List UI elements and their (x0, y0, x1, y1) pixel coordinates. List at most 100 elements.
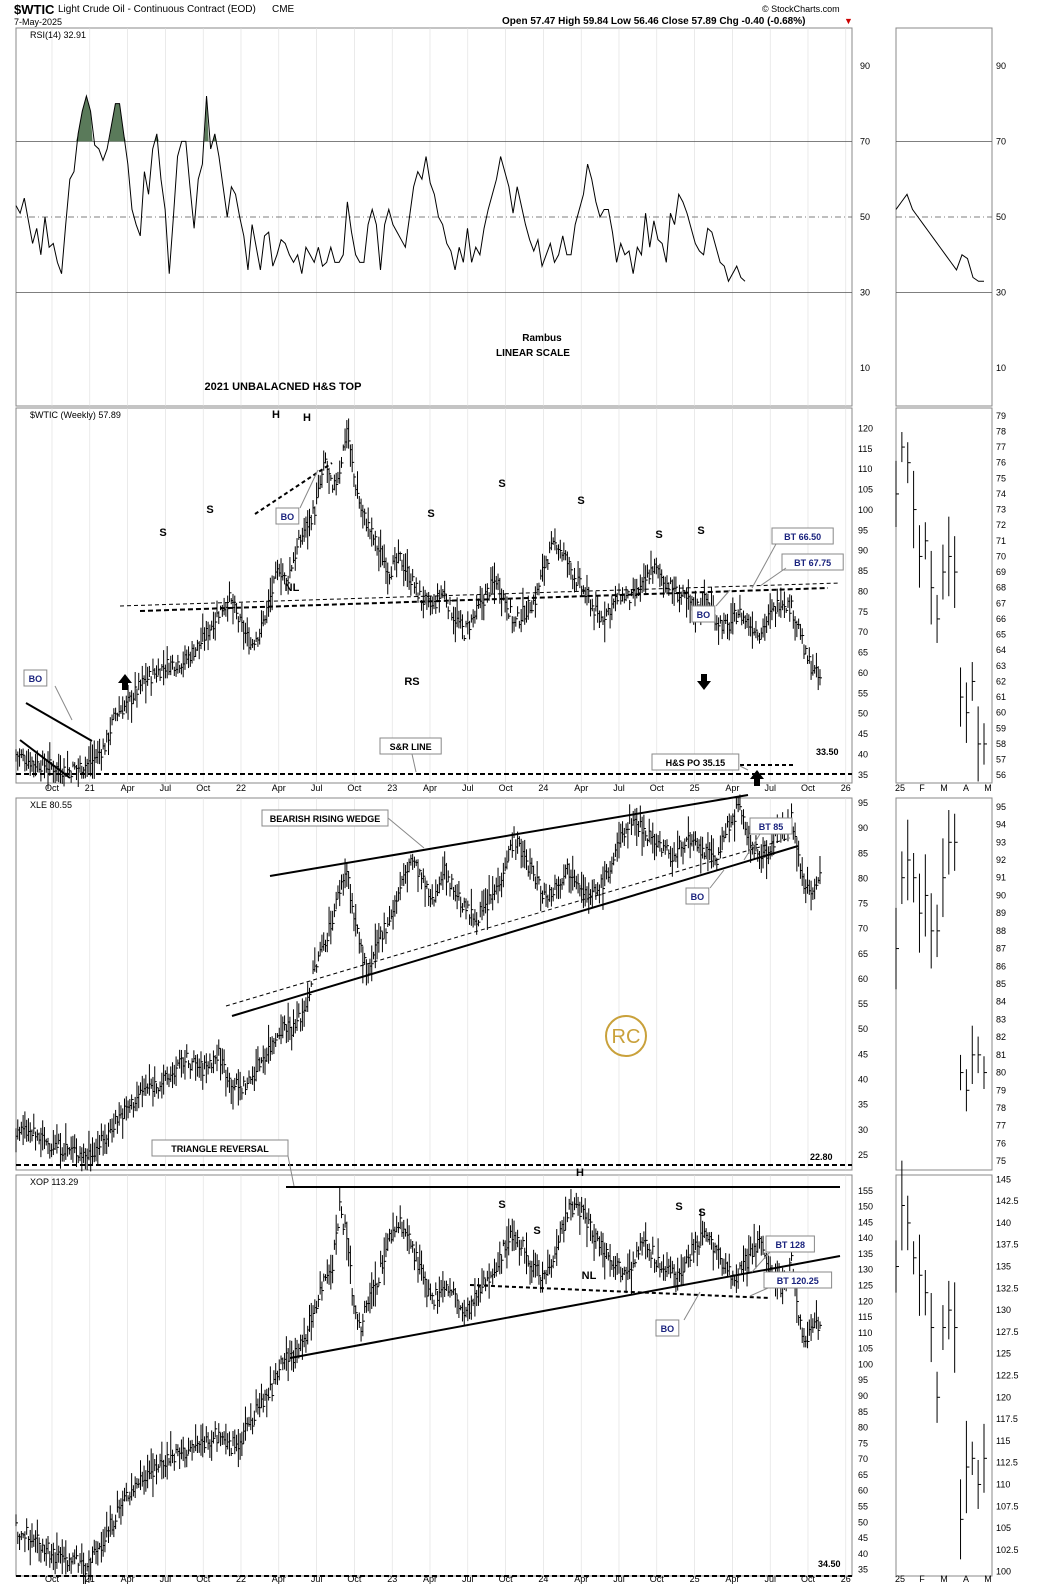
wtic-mini-y-tick-label: 64 (996, 645, 1006, 655)
xop-y-tick-label: 110 (858, 1328, 872, 1338)
annotation-linear-scale: LINEAR SCALE (496, 348, 570, 359)
bt-66-label-pointer (751, 543, 777, 589)
x-tick-label: 22 (236, 1574, 246, 1584)
mini-panel-frame-wtic (895, 407, 993, 784)
panel-frame-wtic (15, 407, 853, 784)
x-tick-label: Oct (650, 783, 665, 793)
xle-mini-y-tick-label: 83 (996, 1014, 1006, 1024)
xle-title: XLE 80.55 (30, 800, 72, 810)
wedge-lower-line (231, 845, 799, 1017)
x-tick-label: Oct (196, 783, 211, 793)
mini-x-tick-label: M (984, 783, 992, 793)
xop-shoulder-label: S (533, 1225, 540, 1237)
xle-mini-y-tick-label: 89 (996, 908, 1006, 918)
bt-120-label-pointer (749, 1287, 769, 1297)
wtic-y-tick-label: 65 (858, 648, 868, 658)
xop-mini-y-tick-label: 102.5 (996, 1545, 1019, 1555)
x-tick-label: Apr (423, 783, 437, 793)
wtic-mini-y-tick-label: 58 (996, 739, 1006, 749)
mini-panel-frame-xop (895, 1174, 993, 1577)
bo-label-top: BO (281, 512, 295, 522)
header-brand[interactable]: © StockCharts.com (762, 4, 840, 14)
hs-label: S (498, 478, 505, 490)
xle-mini-y-tick-label: 82 (996, 1032, 1006, 1042)
xop-y-tick-label: 130 (858, 1265, 873, 1275)
header-date: 7-May-2025 (14, 17, 63, 27)
bo-label-right: BO (697, 610, 711, 620)
x-tick-label: 26 (841, 1574, 851, 1584)
x-tick-label: Oct (347, 783, 362, 793)
bo-label-left: BO (29, 674, 43, 684)
triangle-bottom-line (289, 1255, 841, 1359)
x-tick-label: Oct (801, 1574, 816, 1584)
up-arrow-icon (118, 674, 132, 690)
xop-y-tick-label: 140 (858, 1233, 873, 1243)
xop-y-tick-label: 135 (858, 1249, 873, 1259)
xop-mini-y-tick-label: 120 (996, 1392, 1011, 1402)
header-symbol: $WTIC (14, 2, 55, 17)
hs-label: S (697, 525, 704, 537)
wtic-y-tick-label: 40 (858, 749, 868, 759)
rsi-overbought-fill (76, 96, 93, 142)
x-tick-label: Oct (196, 1574, 211, 1584)
wedge-upper-line (269, 794, 749, 877)
xle-y-tick-label: 40 (858, 1075, 868, 1085)
rsi-y-tick-label: 50 (860, 212, 870, 222)
x-tick-label: Jul (613, 783, 625, 793)
xle-mini-y-tick-label: 86 (996, 961, 1006, 971)
wtic-mini-y-tick-label: 77 (996, 442, 1006, 452)
xle-mini-y-tick-label: 80 (996, 1068, 1006, 1078)
xop-mini-y-tick-label: 125 (996, 1349, 1011, 1359)
x-tick-label: Apr (121, 1574, 135, 1584)
bo-label-right-box (691, 605, 716, 623)
header-quote: Open 57.47 High 59.84 Low 56.46 Close 57… (502, 16, 806, 27)
x-tick-label: Jul (764, 783, 776, 793)
annotation-hs-top-title: 2021 UNBALACNED H&S TOP (205, 381, 362, 393)
wtic-mini-y-tick-label: 56 (996, 770, 1006, 780)
bo-label-xop-box (655, 1319, 680, 1337)
panel-frame-xle (15, 797, 853, 1171)
x-tick-label: Oct (347, 1574, 362, 1584)
hs-label: S (159, 527, 166, 539)
x-tick-label: Apr (725, 1574, 739, 1584)
xop-head-label: H (576, 1167, 584, 1179)
xle-y-tick-label: 60 (858, 974, 868, 984)
xop-shoulder-label: S (498, 1199, 505, 1211)
rsi-mini-y-tick-label: 50 (996, 212, 1006, 222)
wtic-y-tick-label: 120 (858, 423, 873, 433)
xle-mini-y-tick-label: 88 (996, 926, 1006, 936)
rsi-mini-y-tick-label: 70 (996, 136, 1006, 146)
xop-y-tick-label: 55 (858, 1502, 868, 1512)
bt-67-label-pointer (759, 567, 787, 587)
rsi-y-tick-label: 70 (860, 136, 870, 146)
rsi-overbought-fill (109, 103, 126, 142)
mini-x-tick-label: M (940, 1574, 948, 1584)
xle-y-tick-label: 35 (858, 1100, 868, 1110)
xop-mini-y-tick-label: 107.5 (996, 1501, 1019, 1511)
xle-y-tick-label: 55 (858, 999, 868, 1009)
hs-label: S (577, 495, 584, 507)
xle-mini-y-tick-label: 79 (996, 1085, 1006, 1095)
wtic-y-tick-label: 95 (858, 525, 868, 535)
rsi-mini-y-tick-label: 30 (996, 288, 1006, 298)
x-tick-label: 24 (538, 1574, 548, 1584)
xop-mini-y-tick-label: 112.5 (996, 1458, 1018, 1468)
bt-128-label-box (765, 1235, 815, 1253)
wtic-mini-y-tick-label: 69 (996, 567, 1006, 577)
xop-y-tick-label: 145 (858, 1217, 873, 1227)
mini-x-tick-label: 25 (895, 783, 905, 793)
hs-label: S (655, 529, 662, 541)
xop-y-tick-label: 155 (858, 1186, 873, 1196)
header-description: Light Crude Oil - Continuous Contract (E… (58, 4, 256, 15)
xle-mini-y-tick-label: 85 (996, 979, 1006, 989)
xop-mini-y-tick-label: 117.5 (996, 1414, 1018, 1424)
x-tick-label: 21 (85, 1574, 95, 1584)
x-tick-label: Jul (160, 1574, 172, 1584)
xop-title: XOP 113.29 (30, 1177, 78, 1187)
rsi-mini-line (895, 193, 984, 282)
rs-label: RS (404, 676, 419, 688)
wtic-y-tick-label: 80 (858, 586, 868, 596)
xop-nl-label: NL (582, 1270, 597, 1282)
xop-y-tick-label: 75 (858, 1438, 868, 1448)
bt-128-label-pointer (751, 1251, 771, 1273)
